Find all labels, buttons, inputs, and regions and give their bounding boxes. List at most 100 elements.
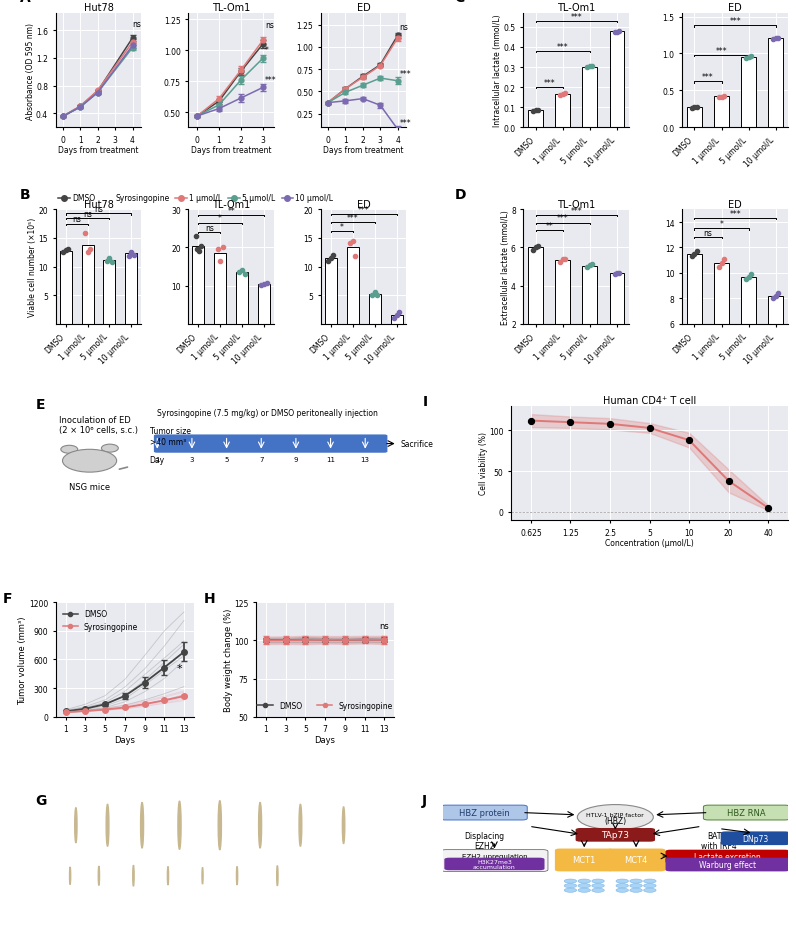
Text: ***: *** (544, 79, 555, 88)
Text: 5: 5 (224, 457, 228, 463)
Text: (HBZ): (HBZ) (604, 816, 626, 825)
Point (586, 59, 599, 74)
Point (745, 49, 758, 64)
Circle shape (75, 807, 77, 843)
Title: ED: ED (728, 199, 742, 210)
Text: ***: *** (400, 119, 412, 128)
Text: DMSO: DMSO (369, 820, 392, 830)
Circle shape (644, 888, 656, 893)
Point (62, 243, 75, 258)
Point (772, 32, 785, 46)
Bar (236, 273, 248, 324)
Point (688, 101, 700, 116)
Bar (741, 57, 756, 128)
Circle shape (98, 866, 100, 885)
Circle shape (564, 879, 576, 883)
Text: 9: 9 (294, 457, 298, 463)
Text: ***: *** (347, 213, 358, 222)
Circle shape (69, 867, 71, 884)
Bar (556, 260, 570, 362)
Text: 80: 80 (268, 908, 275, 912)
Bar (687, 255, 702, 400)
Text: ***: *** (571, 13, 582, 21)
Text: D: D (455, 187, 466, 201)
Text: E: E (35, 398, 45, 412)
Point (81, 246, 94, 260)
Point (718, 252, 731, 267)
Text: ***: *** (557, 214, 568, 223)
Text: Syrosingopine (7.5 mg/kg) or DMSO peritoneally injection: Syrosingopine (7.5 mg/kg) or DMSO perito… (158, 409, 378, 418)
FancyBboxPatch shape (441, 806, 527, 820)
Bar (347, 248, 359, 324)
Bar (214, 254, 226, 324)
FancyBboxPatch shape (576, 828, 655, 842)
FancyBboxPatch shape (441, 850, 548, 871)
Point (532, 103, 544, 118)
Point (722, 474, 735, 489)
Point (236, 263, 248, 278)
Bar (610, 32, 624, 128)
Point (712, 260, 725, 274)
Point (712, 91, 725, 106)
Text: ***: *** (716, 46, 728, 56)
Bar (768, 297, 783, 400)
Point (325, 251, 338, 266)
Text: ns: ns (400, 23, 408, 32)
Circle shape (218, 801, 221, 850)
Point (556, 87, 569, 102)
Circle shape (202, 868, 203, 884)
Bar (258, 285, 270, 324)
FancyBboxPatch shape (154, 435, 388, 453)
Point (191, 243, 204, 258)
Bar (81, 246, 94, 324)
Text: ns: ns (380, 622, 389, 630)
Title: ED: ED (728, 3, 742, 13)
Text: *: * (265, 45, 269, 55)
Text: Syrosingopine: Syrosingopine (348, 873, 392, 878)
Bar (529, 111, 543, 128)
Legend: DMSO, Syrosingopine, 1 μmol/L, 5 μmol/L, 10 μmol/L: DMSO, Syrosingopine, 1 μmol/L, 5 μmol/L,… (55, 191, 337, 207)
Bar (714, 97, 729, 128)
Text: ns: ns (94, 205, 103, 214)
Text: MCT4: MCT4 (624, 855, 648, 864)
Circle shape (630, 888, 642, 893)
Point (211, 243, 224, 258)
Point (743, 50, 755, 65)
Text: **: ** (227, 207, 235, 216)
Point (603, 417, 616, 432)
X-axis label: Days from treatment: Days from treatment (323, 146, 404, 155)
Text: **: ** (545, 222, 553, 231)
Point (611, 25, 623, 40)
Point (762, 501, 775, 515)
Title: Hut78: Hut78 (84, 199, 114, 210)
Bar (391, 316, 403, 324)
Text: 1: 1 (155, 457, 159, 463)
Bar (60, 251, 72, 324)
FancyBboxPatch shape (704, 806, 790, 820)
Point (690, 245, 703, 260)
Point (525, 413, 537, 428)
Y-axis label: Viable cell number (×10⁵): Viable cell number (×10⁵) (28, 218, 37, 317)
Point (371, 287, 384, 302)
X-axis label: Days: Days (115, 735, 135, 743)
Point (554, 89, 567, 104)
Point (688, 248, 700, 262)
Text: EZH2 upregulation: EZH2 upregulation (462, 853, 527, 859)
Text: Inoculation of ED
(2 × 10⁶ cells, s.c.): Inoculation of ED (2 × 10⁶ cells, s.c.) (59, 415, 138, 435)
Point (260, 276, 273, 291)
Text: 13: 13 (361, 457, 369, 463)
Point (739, 51, 752, 66)
Point (772, 286, 785, 301)
Text: B: B (20, 187, 30, 201)
FancyBboxPatch shape (665, 850, 790, 863)
Point (346, 235, 359, 249)
Circle shape (616, 879, 629, 883)
Circle shape (644, 883, 656, 888)
Text: 120: 120 (382, 908, 392, 912)
Legend: DMSO, Syrosingopine: DMSO, Syrosingopine (255, 698, 396, 713)
Point (690, 100, 703, 115)
Point (608, 267, 621, 282)
Point (683, 433, 696, 448)
Point (770, 32, 782, 46)
Bar (741, 277, 756, 400)
